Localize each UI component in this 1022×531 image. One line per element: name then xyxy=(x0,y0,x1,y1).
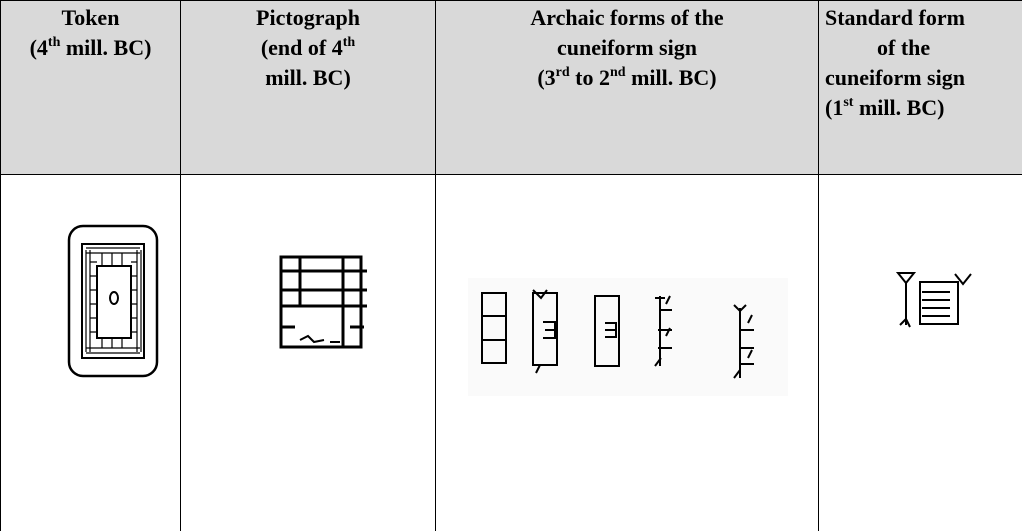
header-text: mill. BC) xyxy=(265,65,351,90)
body-cell xyxy=(180,174,436,531)
header-text: Archaic forms of the xyxy=(530,5,724,30)
header-text: of the xyxy=(877,35,931,60)
header-text: (4 xyxy=(29,35,48,60)
standard-drawing xyxy=(895,272,972,328)
header-text: mill. BC) xyxy=(625,65,717,90)
header-row: Token (4th mill. BC) Pictograph (end of 4t… xyxy=(0,0,1022,175)
header-text: (end of 4 xyxy=(260,35,343,60)
header-text: cuneiform sign xyxy=(557,35,697,60)
header-cell: Archaic forms of the cuneiform sign (3rd t… xyxy=(435,0,819,175)
header-text: cuneiform sign xyxy=(825,65,965,90)
header-text: Pictograph xyxy=(256,5,360,30)
header-cell: Pictograph (end of 4th mill. BC) xyxy=(180,0,436,175)
header-text: (3 xyxy=(537,65,556,90)
header-cell: Token (4th mill. BC) xyxy=(0,0,181,175)
header-text: mill. BC) xyxy=(60,35,152,60)
header-text: (1 xyxy=(825,95,844,120)
header-sup: th xyxy=(47,35,61,50)
header-sup: th xyxy=(342,35,356,50)
pictograph-drawing xyxy=(279,255,367,349)
archaic-drawing xyxy=(468,278,788,396)
header-sup: st xyxy=(843,95,854,110)
header-cell: Standard form of the cuneiform sign (1st mi… xyxy=(818,0,1022,175)
header-text: mill. BC) xyxy=(853,95,945,120)
header-text: to 2 xyxy=(569,65,610,90)
header-sup: nd xyxy=(610,65,626,80)
body-cell xyxy=(818,174,1022,531)
header-sup: rd xyxy=(555,65,570,80)
header-text: Token xyxy=(61,5,120,30)
header-text: Standard form xyxy=(825,5,965,30)
token-drawing xyxy=(67,224,159,378)
